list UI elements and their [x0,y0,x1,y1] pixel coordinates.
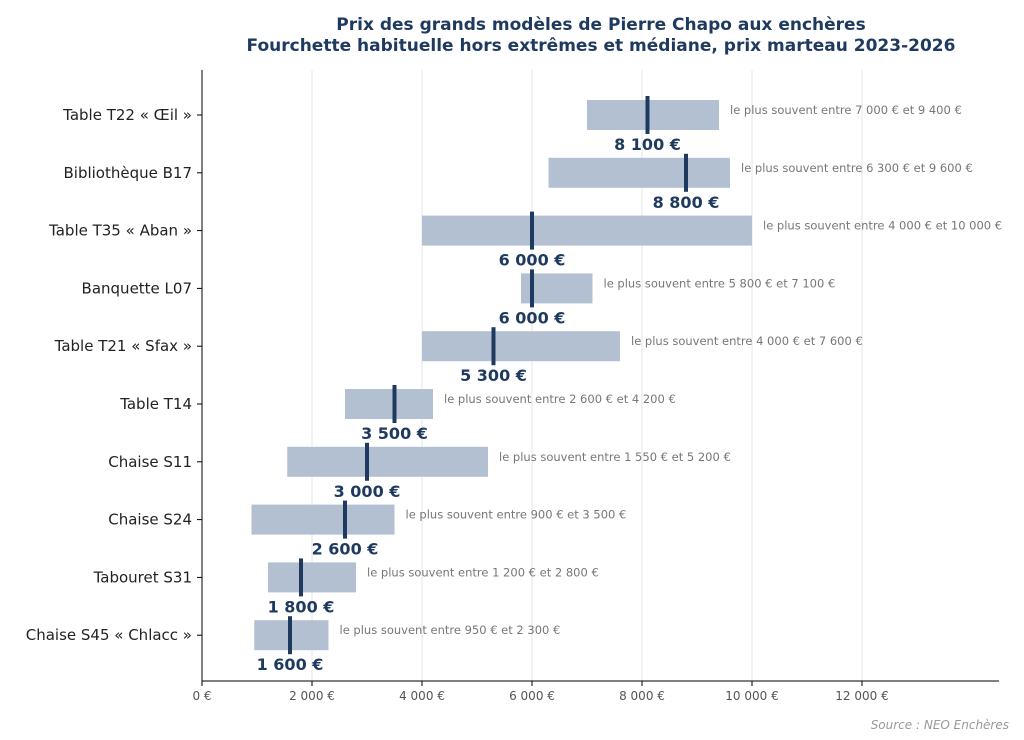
chart-title: Prix des grands modèles de Pierre Chapo … [336,15,865,35]
range-annotation: le plus souvent entre 5 800 € et 7 100 € [604,276,836,290]
source-note: Source : NEO Enchères [871,718,1009,732]
range-annotation: le plus souvent entre 4 000 € et 7 600 € [631,334,863,348]
category-label: Tabouret S31 [93,568,192,586]
category-label: Table T14 [119,395,192,413]
range-annotation: le plus souvent entre 1 550 € et 5 200 € [499,450,731,464]
category-label: Chaise S45 « Chlacc » [26,626,192,644]
median-label: 8 800 € [653,193,720,212]
range-bar [422,331,620,362]
x-tick-label: 2 000 € [289,689,335,703]
median-label: 1 800 € [268,597,335,616]
y-axis-categories: Table T22 « Œil » Bibliothèque B17 Table T… [26,106,202,644]
range-annotation: le plus souvent entre 7 000 € et 9 400 € [730,103,962,117]
x-tick-label: 6 000 € [509,689,555,703]
range-annotation: le plus souvent entre 900 € et 3 500 € [406,508,627,522]
range-annotation: le plus souvent entre 950 € et 2 300 € [340,623,561,637]
median-label: 1 600 € [257,655,324,674]
axes [201,70,999,682]
x-tick-label: 12 000 € [835,689,888,703]
range-bar [587,100,719,130]
range-annotation: le plus souvent entre 2 600 € et 4 200 € [444,392,676,406]
range-bar [548,157,730,188]
range-bar [268,562,356,593]
median-label: 5 300 € [460,366,527,385]
range-annotation: le plus souvent entre 6 300 € et 9 600 € [741,161,973,175]
median-label: 6 000 € [499,251,566,270]
range-annotation: le plus souvent entre 1 200 € et 2 800 € [367,565,599,579]
category-label: Chaise S11 [108,453,192,471]
median-label: 3 500 € [361,424,428,443]
x-axis-ticks: 0 € 2 000 € 4 000 € 6 000 € 8 000 € 10 000 € 1… [192,681,889,703]
category-label: Banquette L07 [82,279,192,297]
category-label: Table T35 « Aban » [48,222,192,240]
median-label: 8 100 € [614,135,681,154]
category-label: Bibliothèque B17 [63,164,192,182]
range-bar [422,215,752,246]
x-tick-label: 4 000 € [399,689,445,703]
median-label: 2 600 € [312,540,379,559]
x-tick-label: 10 000 € [725,689,778,703]
category-label: Chaise S24 [108,511,192,529]
range-annotation: le plus souvent entre 4 000 € et 10 000 … [763,219,1002,233]
x-tick-label: 8 000 € [619,689,665,703]
category-label: Table T21 « Sfax » [54,337,192,355]
chart-subtitle: Fourchette habituelle hors extrêmes et m… [247,36,956,56]
median-label: 3 000 € [334,482,401,501]
category-label: Table T22 « Œil » [62,106,192,124]
range-bar [345,389,433,419]
range-bars: 8 100 € le plus souvent entre 7 000 € et … [251,96,1002,674]
median-label: 6 000 € [499,308,566,327]
range-bar [251,504,395,535]
range-bar [287,446,488,477]
x-tick-label: 0 € [192,689,211,703]
